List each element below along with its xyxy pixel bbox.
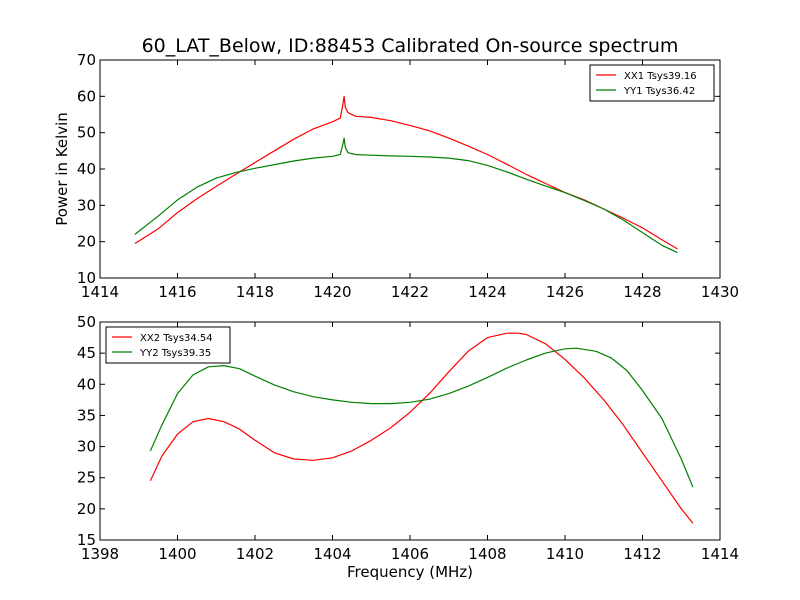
x-tick-label: 1430	[701, 283, 739, 301]
series-group	[149, 332, 694, 524]
x-tick-label: 1426	[546, 283, 584, 301]
x-tick-label: 1414	[81, 283, 119, 301]
x-tick-label: 1410	[546, 545, 584, 563]
x-tick-label: 1418	[236, 283, 274, 301]
y-tick-label: 20	[77, 500, 96, 518]
legend-label: XX2 Tsys34.54	[140, 333, 213, 344]
x-tick-label: 1404	[313, 545, 351, 563]
legend-label: YY2 Tsys39.35	[139, 348, 211, 359]
y-tick-label: 15	[77, 531, 96, 549]
series-line-2	[134, 137, 678, 254]
x-tick-label: 1402	[236, 545, 274, 563]
legend-box	[105, 326, 231, 364]
series-line-2	[149, 347, 694, 488]
y-tick-label: 30	[77, 196, 96, 214]
y-tick-label: 60	[77, 87, 96, 105]
y-axis-label: Power in Kelvin	[53, 112, 71, 226]
y-tick-label: 20	[77, 233, 96, 251]
y-tick-label: 40	[77, 160, 96, 178]
y-tick-label: 45	[77, 344, 96, 362]
series-group	[134, 95, 678, 254]
x-tick-label: 1398	[81, 545, 119, 563]
y-tick-label: 30	[77, 438, 96, 456]
legend-label: YY1 Tsys36.42	[623, 86, 695, 97]
series-line-1	[149, 332, 694, 524]
x-tick-label: 1412	[623, 545, 661, 563]
x-tick-label: 1428	[623, 283, 661, 301]
x-axis-label: Frequency (MHz)	[347, 563, 473, 581]
plot-2: 1398 1400 1402 1404 1406 1408 1410 1412 1414 15 20…	[77, 313, 739, 563]
y-tick-label: 35	[77, 406, 96, 424]
x-tick-label: 1414	[701, 545, 739, 563]
figure-title: 60_LAT_Below, ID:88453 Calibrated On-sou…	[142, 35, 679, 57]
y-tick-label: 10	[77, 269, 96, 287]
y-tick-label: 50	[77, 313, 96, 331]
x-tick-label: 1424	[468, 283, 506, 301]
y-tick-label: 70	[77, 51, 96, 69]
x-tick-label: 1420	[313, 283, 351, 301]
legend: XX1 Tsys39.16 YY1 Tsys36.42	[589, 64, 715, 102]
x-tick-label: 1422	[391, 283, 429, 301]
y-tick-label: 25	[77, 469, 96, 487]
plot-1: 1414 1416 1418 1420 1422 1424 1426 1428 1430 10 20…	[77, 51, 739, 301]
x-tick-label: 1416	[158, 283, 196, 301]
plots: 1414 1416 1418 1420 1422 1424 1426 1428 1430 10 20…	[77, 51, 739, 563]
legend: XX2 Tsys34.54 YY2 Tsys39.35	[105, 326, 231, 364]
x-tick-label: 1408	[468, 545, 506, 563]
y-tick-label: 50	[77, 124, 96, 142]
legend-label: XX1 Tsys39.16	[624, 71, 697, 82]
y-tick-label: 40	[77, 375, 96, 393]
legend-box	[589, 64, 715, 102]
x-tick-label: 1400	[158, 545, 196, 563]
x-tick-label: 1406	[391, 545, 429, 563]
